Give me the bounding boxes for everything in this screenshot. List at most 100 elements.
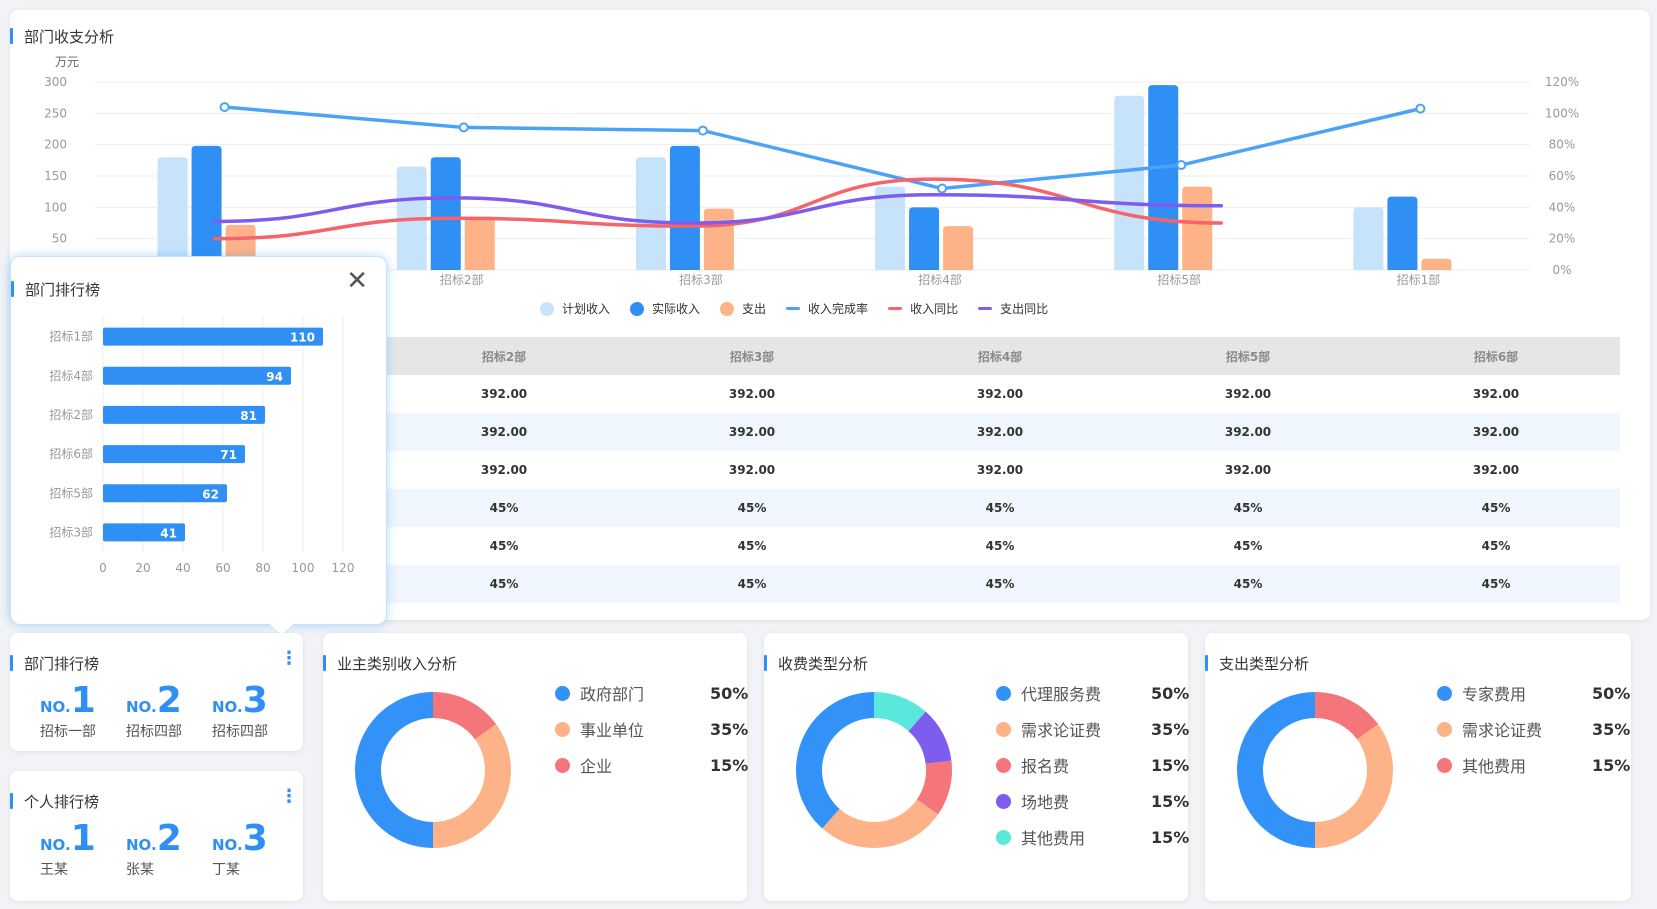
line-point[interactable] — [697, 125, 708, 136]
expense-type-donut — [1237, 692, 1393, 848]
legend-item[interactable]: 专家费用 50% — [1437, 675, 1630, 711]
bar-计划收入[interactable] — [875, 186, 906, 270]
person-rank-card: 个人排行榜 ⋮ NO.1 王某 NO.2 张某 NO.3 丁某 — [10, 771, 303, 901]
legend-item[interactable]: 需求论证费 35% — [996, 711, 1189, 747]
legend-value: 35% — [1592, 719, 1631, 739]
bar-计划收入[interactable] — [1114, 95, 1145, 270]
x-tick-label: 40 — [175, 561, 190, 575]
rank-bar[interactable] — [103, 405, 265, 424]
table-header: 招标3部 — [628, 337, 876, 375]
combo-chart: 万元0501001502002503000%20%40%60%80%100%12… — [44, 55, 1579, 287]
table-cell: 392.00 — [976, 463, 1024, 477]
legend-item[interactable]: 企业 15% — [555, 747, 748, 783]
legend-label: 其他费用 — [1021, 829, 1086, 848]
bar-支出[interactable] — [464, 216, 495, 270]
rank-bar[interactable] — [103, 327, 323, 346]
legend-label: 企业 — [580, 757, 613, 776]
more-menu-icon[interactable]: ⋮ — [280, 786, 298, 807]
table-row: 45% 45% 45% 45% 45% — [380, 489, 1620, 527]
legend-item[interactable]: 其他费用 15% — [1437, 747, 1630, 783]
bar-实际收入[interactable] — [1387, 196, 1418, 270]
legend-label: 场地费 — [1021, 793, 1070, 812]
bar-实际收入[interactable] — [669, 145, 700, 270]
legend-item[interactable]: 收入同比 — [888, 300, 958, 317]
line-支出同比[interactable] — [212, 193, 1223, 225]
donut-slice-企业[interactable] — [433, 692, 497, 740]
donut-slice-场地费[interactable] — [908, 711, 952, 764]
legend-swatch — [1437, 685, 1452, 701]
table-cell: 392.00 — [1472, 463, 1520, 477]
line-point[interactable] — [937, 183, 948, 194]
legend-item[interactable]: 报名费 15% — [996, 747, 1189, 783]
bar-计划收入[interactable] — [1353, 207, 1384, 270]
donut-slice-需求论证费[interactable] — [1315, 724, 1393, 848]
table-header: 招标4部 — [876, 337, 1124, 375]
legend-item[interactable]: 支出同比 — [978, 300, 1048, 317]
legend-item[interactable]: 需求论证费 35% — [1437, 711, 1630, 747]
line-point[interactable] — [219, 102, 230, 113]
more-menu-icon[interactable]: ⋮ — [280, 648, 298, 669]
bar-计划收入[interactable] — [635, 157, 666, 270]
line-point[interactable] — [1415, 103, 1426, 114]
donut-slice-代理服务费[interactable] — [796, 692, 874, 829]
table-row: 392.00 392.00 392.00 392.00 392.00 — [380, 413, 1620, 451]
legend-item[interactable]: 场地费 15% — [996, 783, 1189, 819]
table-cell: 45% — [380, 489, 628, 527]
rank-bar[interactable] — [103, 445, 245, 464]
table-cell: 45% — [876, 489, 1124, 527]
donut-slice-报名费[interactable] — [916, 760, 952, 815]
rank-item[interactable]: NO.3 招标四部 — [212, 683, 298, 741]
legend-swatch — [1437, 721, 1452, 737]
bar-value-label: 62 — [202, 487, 219, 501]
legend-item[interactable]: 其他费用 15% — [996, 819, 1189, 855]
rank-item[interactable]: NO.1 招标一部 — [40, 683, 126, 741]
legend-item[interactable]: 收入完成率 — [786, 300, 868, 317]
bar-支出[interactable] — [1182, 186, 1213, 270]
rank-bar[interactable] — [103, 484, 227, 503]
rank-item[interactable]: NO.2 张某 — [126, 821, 212, 879]
bar-value-label: 110 — [290, 331, 315, 345]
legend-swatch — [996, 829, 1011, 845]
legend-item[interactable]: 代理服务费 50% — [996, 675, 1189, 711]
bar-实际收入[interactable] — [1148, 85, 1179, 270]
rank-item[interactable]: NO.1 王某 — [40, 821, 126, 879]
donut-slice-其他费用[interactable] — [874, 692, 926, 732]
person-rank-title: 个人排行榜 — [10, 791, 99, 812]
rank-bar[interactable] — [103, 366, 291, 385]
table-cell: 45% — [489, 539, 519, 553]
line-收入完成率[interactable] — [222, 105, 1423, 191]
legend-item[interactable]: 事业单位 35% — [555, 711, 748, 747]
y2-tick-label: 120% — [1545, 75, 1579, 89]
bar-支出[interactable] — [943, 226, 974, 270]
legend-label: 代理服务费 — [1021, 685, 1102, 704]
bar-实际收入[interactable] — [430, 157, 461, 270]
rank-item[interactable]: NO.2 招标四部 — [126, 683, 212, 741]
donut-slice-其他费用[interactable] — [1315, 692, 1379, 740]
bar-支出[interactable] — [1421, 258, 1452, 270]
bar-计划收入[interactable] — [157, 157, 188, 270]
table-cell: 45% — [1233, 539, 1263, 553]
bar-实际收入[interactable] — [191, 145, 222, 270]
donut-slice-需求论证费[interactable] — [822, 799, 939, 848]
rank-number: 2 — [156, 818, 182, 859]
y-tick-label: 250 — [44, 106, 67, 120]
line-point[interactable] — [1176, 160, 1187, 171]
bar-支出[interactable] — [703, 208, 734, 270]
person-rank-list: NO.1 王某 NO.2 张某 NO.3 丁某 — [40, 821, 298, 879]
legend-label: 收入完成率 — [808, 302, 869, 316]
bar-实际收入[interactable] — [909, 207, 940, 270]
line-point[interactable] — [458, 122, 469, 133]
legend-item[interactable]: 计划收入 — [540, 300, 610, 317]
legend-item[interactable]: 支出 — [720, 300, 766, 317]
y2-tick-label: 80% — [1549, 138, 1576, 152]
rank-bar[interactable] — [103, 523, 185, 542]
donut-slice-事业单位[interactable] — [433, 724, 511, 848]
donut-slice-政府部门[interactable] — [355, 692, 433, 848]
legend-label: 其他费用 — [1462, 757, 1527, 776]
legend-item[interactable]: 实际收入 — [630, 300, 700, 317]
close-icon[interactable]: ✕ — [346, 266, 368, 296]
rank-item[interactable]: NO.3 丁某 — [212, 821, 298, 879]
line-收入同比[interactable] — [212, 177, 1223, 241]
legend-item[interactable]: 政府部门 50% — [555, 675, 748, 711]
donut-slice-专家费用[interactable] — [1237, 692, 1315, 848]
